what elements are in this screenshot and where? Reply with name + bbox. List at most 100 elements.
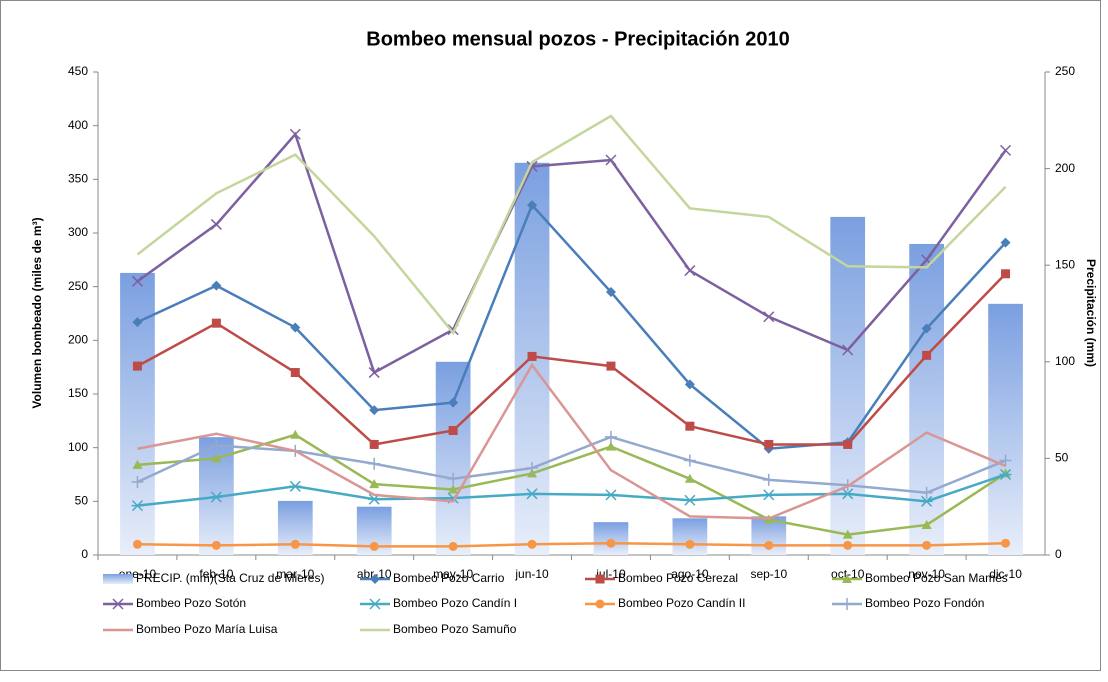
chart-title: Bombeo mensual pozos - Precipitación 201… (366, 28, 789, 50)
y2-tick-label: 100 (1055, 354, 1075, 368)
x-tick-label: mar-10 (276, 567, 314, 581)
y2-tick-label: 50 (1055, 451, 1069, 465)
marker (684, 473, 695, 483)
marker (762, 473, 775, 486)
marker (843, 540, 853, 550)
marker (922, 350, 932, 360)
marker (368, 367, 380, 379)
bar (909, 243, 944, 555)
legend-item: Bombeo Pozo Fondón (832, 596, 984, 610)
line (136, 435, 1007, 495)
marker (448, 425, 458, 435)
marker (1000, 237, 1011, 248)
marker (290, 429, 301, 439)
legend-label: PRECIP. (mm)(Sta Cruz de Mieres) (136, 571, 324, 585)
marker (132, 539, 142, 549)
y-tick-label: 0 (81, 547, 88, 561)
line (137, 473, 1006, 507)
marker (526, 488, 539, 500)
bar (830, 216, 866, 555)
legend-item: Bombeo Pozo San Mamés (832, 571, 1008, 585)
x-tick-label: dic-10 (989, 567, 1022, 581)
marker (369, 405, 380, 416)
line (136, 131, 1007, 375)
line (137, 433, 1007, 536)
marker (1000, 144, 1012, 156)
legend-marker (370, 574, 380, 584)
marker (448, 541, 458, 551)
y-tick-label: 350 (68, 172, 88, 186)
marker (684, 265, 696, 277)
y2-tick-label: 250 (1055, 64, 1075, 78)
marker (131, 275, 143, 287)
marker (132, 317, 143, 328)
line (136, 272, 1007, 446)
marker (368, 457, 381, 470)
legend-item: Bombeo Pozo Candín I (360, 596, 517, 610)
marker (527, 200, 538, 211)
marker (764, 540, 774, 550)
x-tick-label: may-10 (433, 567, 473, 581)
x-tick-label: jun-10 (514, 567, 549, 581)
legend-item: Bombeo Pozo Carrio (360, 571, 505, 585)
legend-label: Bombeo Pozo Candín I (393, 596, 517, 610)
x-tick-label: nov-10 (908, 567, 945, 581)
legend-marker (369, 598, 381, 610)
marker (920, 486, 933, 499)
marker (211, 280, 222, 291)
legend-item: Bombeo Pozo Samuño (360, 622, 517, 636)
legend-label: Bombeo Pozo Carrio (393, 571, 505, 585)
legend-marker (595, 574, 605, 584)
bar (435, 361, 471, 555)
marker (1001, 538, 1011, 548)
legend-label: Bombeo Pozo Cerezal (618, 571, 738, 585)
legend-marker (595, 599, 605, 609)
bar (988, 303, 1023, 555)
marker (132, 361, 142, 371)
marker (131, 476, 144, 489)
legend-marker (842, 574, 852, 583)
marker (999, 468, 1012, 481)
marker (764, 439, 774, 449)
x-tick-label: sep-10 (750, 567, 787, 581)
x-tick-label: feb-10 (199, 567, 233, 581)
marker (842, 529, 853, 539)
y-tick-label: 250 (68, 279, 88, 293)
y-tick-label: 400 (68, 118, 88, 132)
marker (290, 322, 301, 333)
marker (448, 484, 459, 494)
legend-label: Bombeo Pozo Samuño (393, 622, 517, 636)
x-tick-label: abr-10 (357, 567, 392, 581)
marker (999, 454, 1012, 467)
marker (922, 540, 932, 550)
legend-item: PRECIP. (mm)(Sta Cruz de Mieres) (103, 571, 324, 585)
marker (921, 519, 932, 529)
marker (447, 472, 460, 485)
marker (289, 480, 302, 492)
line (137, 362, 1007, 520)
marker (684, 379, 695, 390)
marker (685, 421, 695, 431)
y2-tick-label: 150 (1055, 257, 1075, 271)
x-tick-label: oct-10 (831, 567, 865, 581)
marker (369, 479, 380, 489)
x-tick-label: ago-10 (671, 567, 709, 581)
marker (210, 439, 223, 452)
y-axis-title: Volumen bombeado (miles de m³) (30, 217, 44, 408)
marker (131, 500, 144, 512)
legend-marker (841, 598, 853, 610)
marker (685, 539, 695, 549)
marker (604, 430, 617, 443)
y-tick-label: 300 (68, 225, 88, 239)
marker (605, 441, 616, 451)
marker (526, 462, 539, 475)
marker (369, 439, 379, 449)
bar (593, 522, 629, 555)
marker (211, 453, 222, 463)
legend-item: Bombeo Pozo Candín II (585, 596, 745, 610)
y-tick-label: 450 (68, 64, 88, 78)
legend-item: Bombeo Pozo Sotón (103, 596, 246, 610)
marker (210, 218, 222, 230)
legend-item: Bombeo Pozo Cerezal (585, 571, 738, 585)
